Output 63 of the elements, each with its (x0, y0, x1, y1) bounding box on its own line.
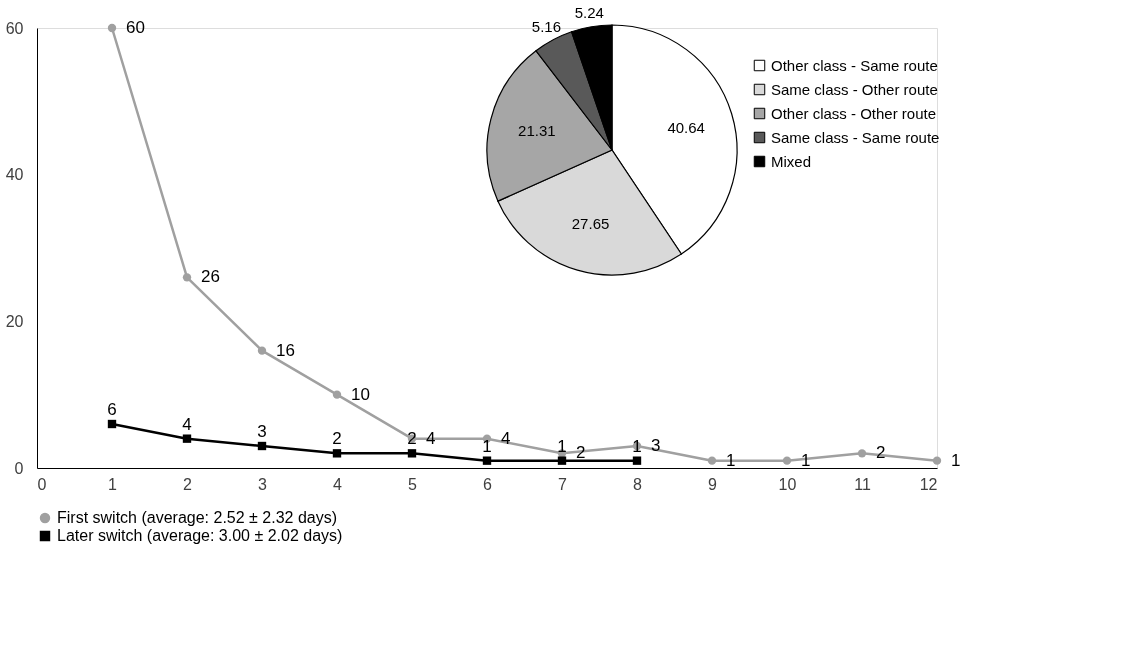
x-tick-label: 2 (183, 475, 193, 493)
point (632, 456, 642, 465)
point (482, 456, 492, 465)
point (182, 273, 192, 282)
legend-label: Other class - Other route (771, 104, 937, 122)
point (257, 441, 267, 451)
data-label: 60 (126, 18, 145, 37)
data-label: 16 (276, 340, 295, 360)
y-tick-label: 20 (5, 312, 24, 330)
data-label: 5.24 (574, 3, 604, 21)
data-label: 1 (801, 450, 811, 470)
data-label: 2 (876, 443, 886, 463)
legend-label: First switch (average: 2.52 ± 2.32 days) (57, 509, 338, 526)
data-label: 40.64 (667, 118, 705, 136)
legend-label: Mixed (771, 152, 812, 170)
data-label: 5.16 (531, 18, 562, 36)
data-label: 6 (107, 400, 117, 419)
x-tick-label: 4 (333, 475, 343, 493)
data-label: 2 (332, 429, 342, 449)
data-label: 10 (351, 384, 370, 404)
x-tick-label: 12 (919, 475, 938, 493)
point (707, 456, 717, 465)
x-tick-label: 10 (778, 475, 797, 493)
data-label: 3 (257, 422, 267, 441)
data-label: 2 (576, 443, 586, 463)
x-tick-label: 9 (708, 475, 718, 493)
point (932, 456, 942, 465)
data-label: 1 (482, 436, 492, 456)
point (407, 449, 417, 458)
legend-label: Same class - Same route (771, 128, 940, 146)
point (782, 456, 792, 465)
legend-label: Other class - Same route (771, 56, 938, 74)
y-tick-label: 60 (5, 19, 24, 37)
data-label: 27.65 (571, 215, 610, 233)
x-tick-label: 0 (37, 475, 47, 493)
point (107, 23, 117, 33)
data-label: 4 (426, 428, 436, 448)
data-label: 3 (651, 436, 661, 455)
x-tick-label: 5 (408, 475, 418, 493)
legend-label: Same class - Other route (771, 80, 938, 98)
y-tick-label: 0 (14, 459, 24, 477)
point (332, 390, 342, 399)
data-label: 1 (557, 436, 567, 456)
point (182, 434, 192, 443)
x-tick-label: 6 (483, 475, 493, 493)
legend-label: Later switch (average: 3.00 ± 2.02 days) (57, 527, 343, 544)
data-label: 26 (201, 267, 220, 287)
x-tick-label: 8 (633, 475, 643, 493)
data-label: 4 (501, 428, 511, 448)
data-label: 1 (726, 450, 736, 470)
point (107, 419, 117, 429)
x-tick-label: 3 (258, 475, 268, 493)
data-label: 1 (951, 450, 961, 470)
x-tick-label: 1 (108, 475, 118, 493)
point (332, 449, 342, 458)
point (857, 449, 867, 458)
point (257, 346, 267, 355)
x-tick-label: 7 (558, 475, 568, 493)
data-label: 21.31 (518, 121, 556, 139)
x-tick-label: 11 (854, 475, 871, 493)
data-label: 4 (182, 414, 192, 434)
y-tick-label: 40 (5, 166, 24, 184)
point (557, 456, 567, 465)
